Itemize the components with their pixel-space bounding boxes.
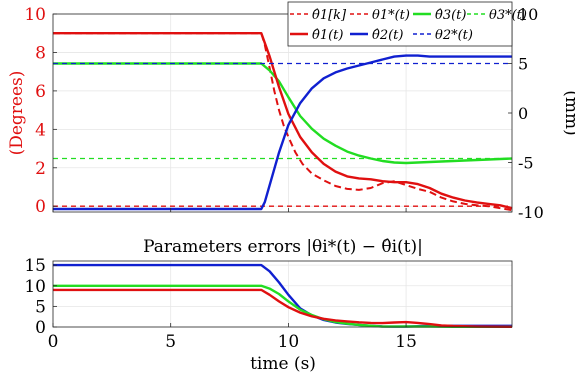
top-ticks: 0 2 4 6 8 10 -10 -5 0 5 10 — [24, 5, 543, 222]
legend-label: θ3*(t) — [489, 8, 527, 23]
legend: θ̂1[k] θ1*(t) θ̂3(t) θ3*(t) θ̂1(t) θ̂2(t) θ2*(… — [287, 1, 527, 47]
left-tick-label: 2 — [35, 159, 46, 179]
right-tick-label: -10 — [518, 203, 544, 222]
left-tick-label: 0 — [35, 197, 46, 217]
legend-label: θ̂2(t) — [372, 28, 403, 43]
left-tick-label: 6 — [35, 82, 46, 102]
x-tick-label: 15 — [395, 332, 417, 352]
top-left-axis-label: (Degrees) — [7, 71, 27, 156]
legend-label: θ̂1(t) — [312, 28, 343, 43]
bottom-plot-area — [53, 261, 512, 327]
x-tick-label: 5 — [165, 332, 176, 352]
left-tick-label: 10 — [24, 5, 46, 25]
error-series-line — [53, 288, 513, 328]
bottom-y-tick-label: 15 — [24, 256, 46, 276]
series-line — [53, 54, 512, 211]
left-tick-label: 8 — [35, 43, 46, 63]
x-tick-label: 10 — [278, 332, 300, 352]
bottom-y-tick-label: 10 — [24, 277, 46, 297]
legend-label: θ̂1[k] — [312, 8, 347, 23]
legend-label: θ1*(t) — [372, 8, 410, 23]
top-chart: 0 2 4 6 8 10 -10 -5 0 5 10 (Degrees) (mm) θ̂1[k] θ1… — [7, 1, 575, 222]
right-tick-label: -5 — [518, 154, 534, 173]
right-tick-label: 10 — [518, 5, 538, 24]
top-plot-area — [53, 14, 512, 212]
bottom-chart: Parameters errors |θi*(t) − θ̂i(t)| 0 5 10… — [24, 237, 513, 374]
right-tick-label: 0 — [518, 104, 528, 123]
x-axis-label: time (s) — [250, 354, 316, 374]
bottom-plot-frame — [52, 260, 513, 328]
legend-label: θ2*(t) — [435, 28, 473, 43]
legend-box — [287, 1, 513, 47]
top-series-group — [53, 32, 513, 212]
right-tick-label: 5 — [518, 55, 528, 74]
bottom-chart-title: Parameters errors |θi*(t) − θ̂i(t)| — [143, 237, 423, 257]
series-line — [53, 32, 513, 212]
top-right-axis-label: (mm) — [561, 90, 575, 136]
bottom-y-tick-label: 0 — [35, 318, 46, 338]
series-line — [53, 32, 513, 210]
bottom-y-tick-label: 5 — [35, 297, 46, 317]
left-tick-label: 4 — [35, 120, 46, 140]
legend-label: θ̂3(t) — [435, 8, 466, 23]
x-tick-label: 0 — [48, 332, 59, 352]
series-line — [53, 62, 513, 165]
